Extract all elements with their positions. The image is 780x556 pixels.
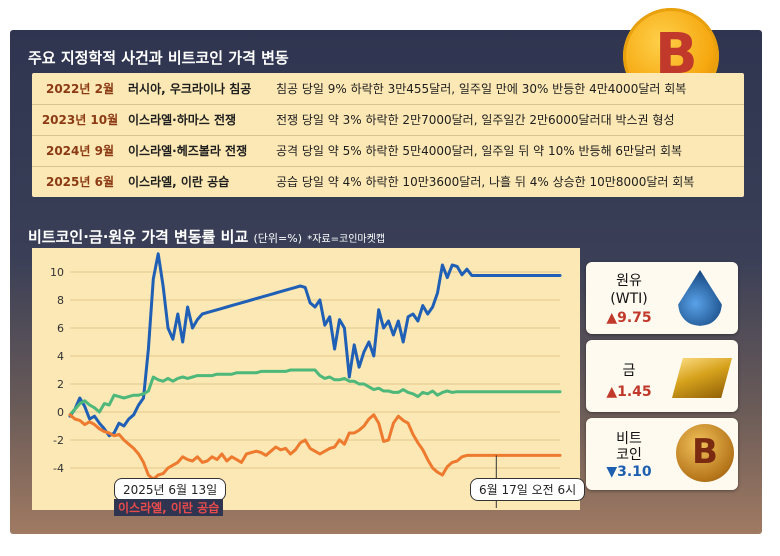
callout-end-time: 6월 17일 오전 6시 (470, 478, 586, 501)
event-date: 2023년 10월 (41, 113, 119, 127)
callout-start-event-text: 이스라엘, 이란 공습 (118, 501, 220, 515)
y-tick-label: 2 (57, 378, 64, 391)
event-row: 2024년 9월 이스라엘·헤즈볼라 전쟁 공격 당일 약 5% 하락한 5만4… (32, 135, 744, 167)
card-oil-name1: 원유 (616, 273, 642, 289)
gold-bar-icon (672, 358, 732, 398)
chart-source: *자료=코인마켓캡 (307, 234, 386, 245)
y-tick-label: 10 (50, 266, 64, 279)
chart-title-text: 비트코인·금·원유 가격 변동률 비교 (28, 228, 249, 246)
event-row: 2025년 6월 이스라엘, 이란 공습 공습 당일 약 4% 하락한 10만3… (32, 166, 744, 197)
event-description: 공격 당일 약 5% 하락한 5만4000달러, 일주일 뒤 약 10% 반등해… (276, 144, 683, 158)
chart-unit: (단위=%) (253, 232, 303, 245)
events-title: 주요 지정학적 사건과 비트코인 가격 변동 (28, 49, 289, 67)
y-tick-label: -4 (53, 462, 64, 475)
event-description: 침공 당일 9% 하락한 3만455달러, 일주일 만에 30% 반등한 4만4… (276, 82, 687, 96)
line-chart: -4 -2 0 2 4 6 8 10 (50, 252, 562, 508)
card-gold-name1: 금 (622, 363, 636, 379)
event-description: 공습 당일 약 4% 하락한 10만3600달러, 나흘 뒤 4% 상승한 10… (276, 175, 695, 189)
series-line-0 (68, 252, 562, 438)
series-line-1 (68, 368, 562, 417)
events-table: 2022년 2월 러시아, 우크라이나 침공 침공 당일 9% 하락한 3만45… (32, 73, 744, 197)
event-name: 러시아, 우크라이나 침공 (128, 82, 252, 96)
event-name: 이스라엘·헤즈볼라 전쟁 (128, 144, 248, 158)
card-bitcoin-name2: 코인 (616, 447, 642, 463)
chart-title: 비트코인·금·원유 가격 변동률 비교 (단위=%) *자료=코인마켓캡 (28, 226, 385, 247)
event-name: 이스라엘·하마스 전쟁 (128, 113, 237, 127)
card-bitcoin: 비트 코인 ▼3.10 B (586, 418, 738, 490)
callout-start-date: 2025년 6월 13일 (114, 478, 227, 501)
oil-drop-icon (678, 270, 722, 326)
y-tick-label: -2 (53, 434, 64, 447)
event-row: 2023년 10월 이스라엘·하마스 전쟁 전쟁 당일 약 3% 하락한 2만7… (32, 104, 744, 136)
card-oil-value: ▲9.75 (606, 310, 652, 326)
event-date: 2022년 2월 (45, 82, 114, 96)
card-bitcoin-value: ▼3.10 (606, 464, 652, 480)
bitcoin-coin-icon: B (676, 424, 734, 482)
y-tick-label: 4 (57, 350, 64, 363)
y-tick-label: 6 (57, 322, 64, 335)
card-gold: 금 ▲1.45 (586, 340, 738, 412)
y-tick-label: 0 (57, 406, 64, 419)
event-row: 2022년 2월 러시아, 우크라이나 침공 침공 당일 9% 하락한 3만45… (32, 73, 744, 105)
event-description: 전쟁 당일 약 3% 하락한 2만7000달러, 일주일간 2만6000달러대 … (276, 113, 675, 127)
card-gold-value: ▲1.45 (606, 384, 652, 400)
card-bitcoin-name1: 비트 (616, 431, 642, 447)
chart-plot-area: -4 -2 0 2 4 6 8 10 (32, 248, 580, 510)
series-line-2 (68, 413, 562, 481)
event-name: 이스라엘, 이란 공습 (128, 175, 230, 189)
card-oil: 원유 (WTI) ▲9.75 (586, 262, 738, 334)
event-date: 2024년 9월 (45, 144, 114, 158)
callout-start-event: 이스라엘, 이란 공습 (114, 499, 224, 516)
card-oil-name2: (WTI) (610, 291, 648, 307)
y-tick-label: 8 (57, 294, 64, 307)
event-date: 2025년 6월 (45, 175, 114, 189)
